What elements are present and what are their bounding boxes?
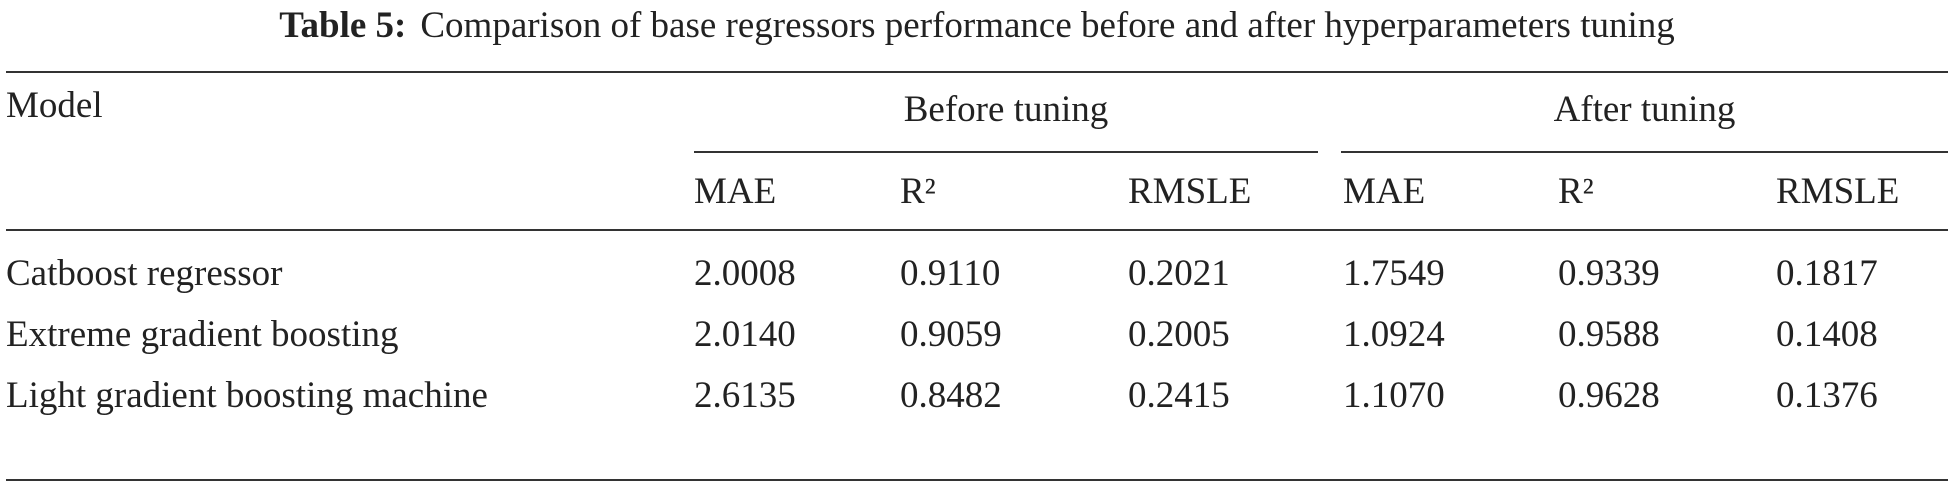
bottom-rule: [6, 479, 1948, 481]
cell: 2.0140: [694, 314, 796, 355]
group-header: After tuning: [1553, 89, 1736, 130]
cell: 1.0924: [1343, 314, 1445, 355]
cell: 0.1817: [1776, 253, 1878, 294]
column-header: MAE: [1343, 171, 1426, 212]
cell: 1.7549: [1343, 253, 1445, 294]
group-rule: [1341, 151, 1948, 153]
group-header: Before tuning: [903, 89, 1109, 130]
top-rule: [6, 71, 1948, 73]
cell: 0.9588: [1558, 314, 1660, 355]
cell: 0.9628: [1558, 375, 1660, 416]
cell: 0.2415: [1128, 375, 1230, 416]
caption-label: Table 5:: [279, 5, 407, 46]
row-label: Light gradient boosting machine: [6, 375, 488, 416]
column-header: R²: [1558, 171, 1594, 212]
cell: 0.9339: [1558, 253, 1660, 294]
cell: 0.1376: [1776, 375, 1878, 416]
row-label: Extreme gradient boosting: [6, 314, 399, 355]
column-header: RMSLE: [1776, 171, 1900, 212]
cell: 0.9059: [900, 314, 1002, 355]
caption-text: Comparison of base regressors performanc…: [420, 5, 1675, 46]
cell: 2.6135: [694, 375, 796, 416]
cell: 0.1408: [1776, 314, 1878, 355]
model-header: Model: [6, 85, 103, 126]
cell: 2.0008: [694, 253, 796, 294]
cell: 0.2021: [1128, 253, 1230, 294]
column-header: MAE: [694, 171, 777, 212]
cell: 0.2005: [1128, 314, 1230, 355]
cell: 0.9110: [900, 253, 1001, 294]
cell: 0.8482: [900, 375, 1002, 416]
header-rule: [6, 229, 1948, 231]
group-rule: [694, 151, 1318, 153]
row-label: Catboost regressor: [6, 253, 283, 294]
column-header: RMSLE: [1128, 171, 1252, 212]
cell: 1.1070: [1343, 375, 1445, 416]
column-header: R²: [900, 171, 936, 212]
table-caption: Table 5: Comparison of base regressors pe…: [0, 4, 1954, 48]
